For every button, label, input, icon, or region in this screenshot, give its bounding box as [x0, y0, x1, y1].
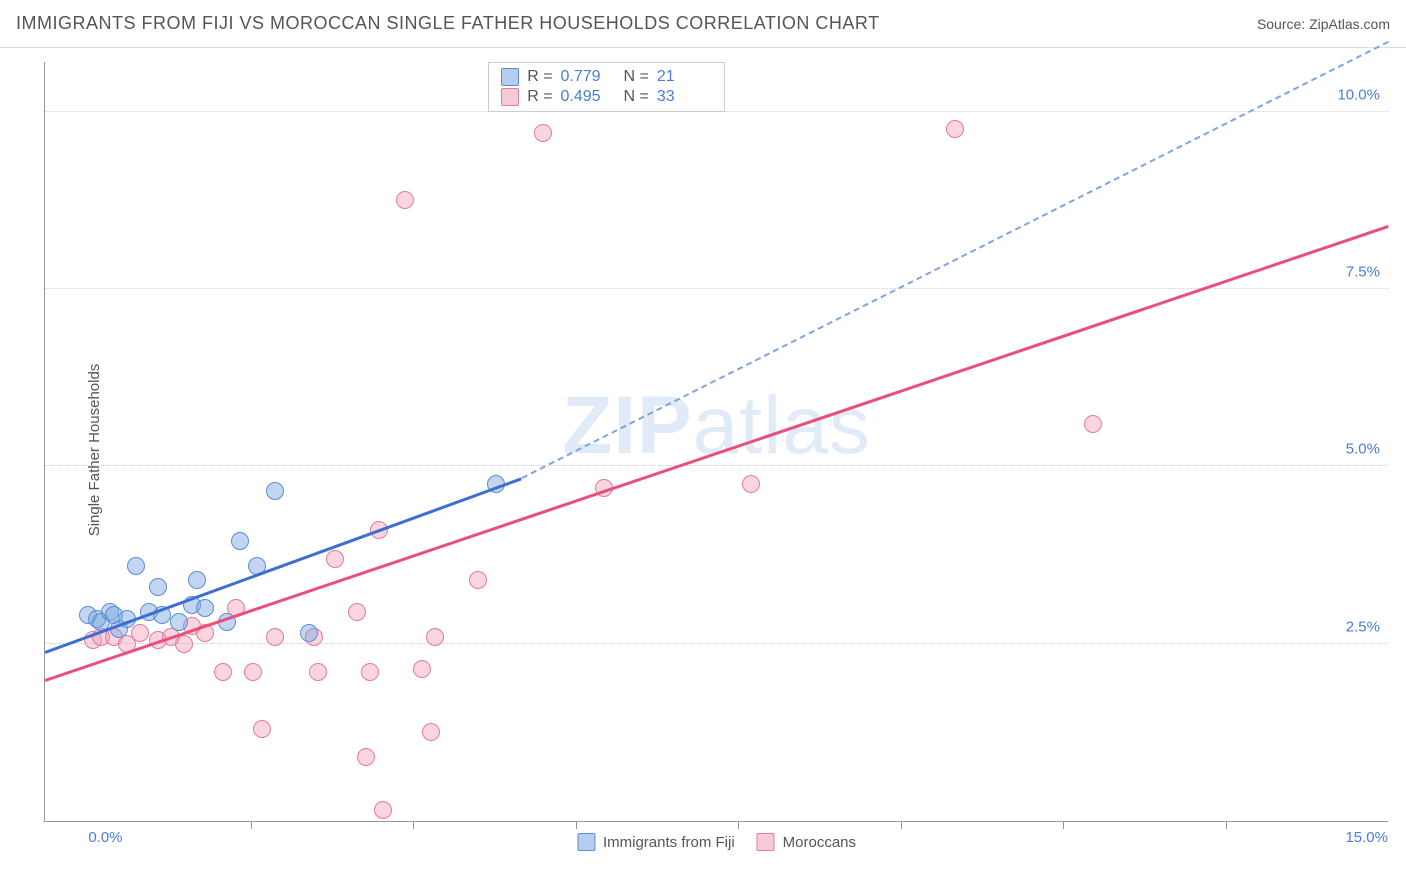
r-label: R = — [527, 88, 552, 106]
x-tick-label: 0.0% — [88, 829, 122, 846]
x-tick — [413, 821, 414, 829]
scatter-point — [422, 723, 440, 741]
legend-swatch-icon — [577, 833, 595, 851]
gridline — [45, 465, 1388, 466]
scatter-point — [534, 124, 552, 142]
scatter-point — [266, 482, 284, 500]
scatter-point — [309, 663, 327, 681]
y-tick-label: 10.0% — [1337, 86, 1380, 103]
x-tick — [738, 821, 739, 829]
legend-item-pink: Moroccans — [757, 833, 856, 851]
scatter-point — [742, 475, 760, 493]
scatter-point — [426, 628, 444, 646]
plot-region: ZIPatlas R = 0.779 N = 21 R = 0.495 N = … — [44, 62, 1388, 822]
scatter-point — [1084, 415, 1102, 433]
correlation-legend: R = 0.779 N = 21 R = 0.495 N = 33 — [488, 62, 725, 112]
scatter-point — [469, 571, 487, 589]
scatter-point — [326, 550, 344, 568]
scatter-point — [188, 571, 206, 589]
series-legend: Immigrants from Fiji Moroccans — [577, 833, 856, 851]
y-tick-label: 2.5% — [1346, 618, 1380, 635]
source-label: Source: — [1257, 16, 1309, 32]
scatter-point — [127, 557, 145, 575]
trend-line — [44, 477, 522, 654]
x-tick — [576, 821, 577, 829]
chart-header: IMMIGRANTS FROM FIJI VS MOROCCAN SINGLE … — [0, 0, 1406, 48]
legend-label-pink: Moroccans — [783, 834, 856, 851]
gridline — [45, 643, 1388, 644]
scatter-point — [396, 191, 414, 209]
scatter-point — [357, 748, 375, 766]
watermark-rest: atlas — [693, 380, 871, 471]
x-tick-label: 15.0% — [1345, 829, 1388, 846]
scatter-point — [231, 532, 249, 550]
chart-title: IMMIGRANTS FROM FIJI VS MOROCCAN SINGLE … — [16, 13, 880, 34]
r-value-blue: 0.779 — [561, 68, 616, 86]
scatter-point — [266, 628, 284, 646]
scatter-point — [413, 660, 431, 678]
x-tick — [251, 821, 252, 829]
r-label: R = — [527, 68, 552, 86]
legend-label-blue: Immigrants from Fiji — [603, 834, 735, 851]
legend-row-blue: R = 0.779 N = 21 — [497, 67, 716, 87]
scatter-point — [361, 663, 379, 681]
legend-swatch-icon — [757, 833, 775, 851]
x-tick — [1226, 821, 1227, 829]
x-tick — [901, 821, 902, 829]
scatter-point — [253, 720, 271, 738]
source-attribution: Source: ZipAtlas.com — [1257, 16, 1390, 32]
legend-item-blue: Immigrants from Fiji — [577, 833, 735, 851]
trend-line — [45, 225, 1389, 682]
scatter-point — [196, 599, 214, 617]
y-tick-label: 7.5% — [1346, 264, 1380, 281]
legend-swatch-blue — [501, 68, 519, 86]
n-label: N = — [624, 68, 649, 86]
legend-row-pink: R = 0.495 N = 33 — [497, 87, 716, 107]
scatter-point — [175, 635, 193, 653]
scatter-point — [131, 624, 149, 642]
scatter-point — [348, 603, 366, 621]
scatter-point — [170, 613, 188, 631]
source-value: ZipAtlas.com — [1309, 16, 1390, 32]
gridline — [45, 288, 1388, 289]
scatter-point — [946, 120, 964, 138]
legend-swatch-pink — [501, 88, 519, 106]
scatter-point — [300, 624, 318, 642]
watermark: ZIPatlas — [562, 379, 871, 473]
scatter-point — [149, 578, 167, 596]
n-value-blue: 21 — [657, 68, 712, 86]
scatter-point — [244, 663, 262, 681]
x-tick — [1063, 821, 1064, 829]
r-value-pink: 0.495 — [561, 88, 616, 106]
n-label: N = — [624, 88, 649, 106]
scatter-point — [374, 801, 392, 819]
n-value-pink: 33 — [657, 88, 712, 106]
chart-area: Single Father Households ZIPatlas R = 0.… — [44, 48, 1406, 852]
scatter-point — [214, 663, 232, 681]
y-tick-label: 5.0% — [1346, 441, 1380, 458]
